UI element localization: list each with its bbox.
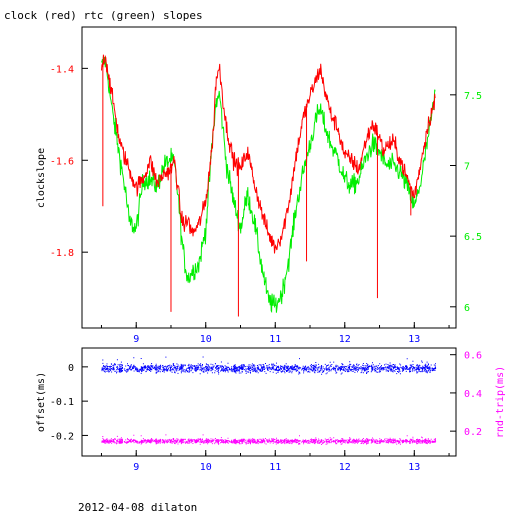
offset-axis-label: offset(ms): [36, 372, 47, 432]
bottom-right-tick-label-0: 0.6: [464, 351, 482, 362]
top-left-tick-label-0: -1.4: [50, 64, 74, 75]
top-right-tick-label-1: 7: [464, 161, 470, 172]
bottom-right-tick-label-1: 0.4: [464, 389, 482, 400]
bottom-x-tick-label-0: 9: [133, 462, 139, 473]
top-right-tick-label-3: 6: [464, 303, 470, 314]
bottom-left-tick-label-1: -0.1: [50, 397, 74, 408]
offset-roundtrip-panel: 9 10 11 12 13 0 -0.1 -0.2 0.6 0.4 0.2 offset(ms) r…: [36, 347, 506, 473]
slope-series: [101, 54, 436, 317]
top-right-tick-label-2: 6.5: [464, 232, 482, 243]
clock-rtc-slope-panel: 9 10 11 12 13 -1.4 -1.6 -1.8 7.5 7 6.5 6 clockslope: [36, 26, 482, 345]
bottom-plot-frame: [81, 347, 457, 457]
bottom-x-tick-label-1: 10: [200, 462, 212, 473]
top-x-tick-label-4: 13: [408, 334, 420, 345]
top-right-tick-label-0: 7.5: [464, 91, 482, 102]
bottom-axis-ticks: 9 10 11 12 13 0 -0.1 -0.2 0.6 0.4 0.2: [50, 351, 482, 473]
offset-roundtrip-series: [101, 356, 437, 445]
bottom-x-tick-label-3: 12: [339, 462, 351, 473]
top-x-tick-label-3: 12: [339, 334, 351, 345]
clock-series-line: [101, 54, 436, 254]
clockslope-axis-label: clockslope: [36, 148, 47, 208]
bottom-right-tick-label-2: 0.2: [464, 427, 482, 438]
roundtrip-axis-label: rnd-trip(ms): [495, 366, 506, 438]
top-plot-frame: [81, 26, 457, 329]
top-left-tick-label-2: -1.8: [50, 248, 74, 259]
roundtrip-points: [101, 434, 437, 445]
top-x-tick-label-2: 11: [269, 334, 281, 345]
bottom-left-tick-label-2: -0.2: [50, 431, 74, 442]
footer-caption: 2012-04-08 dilaton: [78, 501, 197, 512]
rtc-series-line: [101, 56, 436, 314]
bottom-left-tick-label-0: 0: [68, 363, 74, 374]
top-x-tick-label-0: 9: [133, 334, 139, 345]
figure-title: clock (red) rtc (green) slopes: [4, 9, 203, 22]
top-x-tick-label-1: 10: [200, 334, 212, 345]
bottom-x-tick-label-4: 13: [408, 462, 420, 473]
offset-points: [101, 356, 437, 375]
bottom-x-tick-label-2: 11: [269, 462, 281, 473]
top-left-tick-label-1: -1.6: [50, 156, 74, 167]
top-axis-ticks: 9 10 11 12 13 -1.4 -1.6 -1.8 7.5 7 6.5 6: [50, 64, 482, 345]
